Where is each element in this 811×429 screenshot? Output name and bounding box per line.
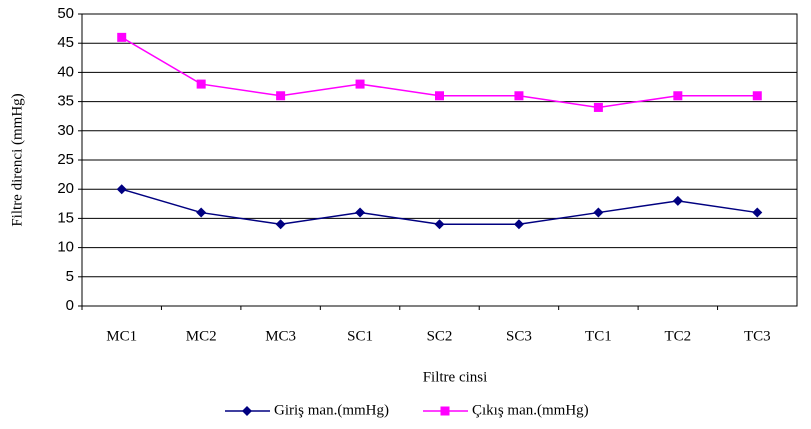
point	[434, 219, 445, 230]
legend-marker	[440, 406, 450, 416]
point	[673, 91, 683, 101]
legend-marker	[242, 406, 252, 416]
y-tick-label: 35	[57, 93, 74, 110]
x-tick-label: TC3	[744, 328, 771, 344]
point	[752, 207, 763, 218]
point	[276, 91, 286, 101]
y-axis-label: Filtre direnci (mmHg)	[9, 93, 25, 226]
y-tick-label: 20	[57, 180, 74, 197]
point	[593, 207, 604, 218]
y-tick-label: 10	[57, 239, 74, 256]
x-tick-label: SC2	[427, 328, 453, 344]
point	[514, 91, 524, 101]
point	[196, 79, 206, 89]
x-axis-label: Filtre cinsi	[423, 369, 488, 385]
legend-label: Çıkış man.(mmHg)	[472, 402, 589, 418]
point	[275, 219, 286, 230]
y-tick-label: 50	[57, 5, 74, 22]
y-tick-label: 45	[57, 34, 74, 51]
plot-frame	[81, 13, 798, 307]
y-tick-label: 5	[66, 268, 74, 285]
series-line	[121, 188, 758, 225]
x-tick-label: TC2	[664, 328, 691, 344]
x-tick-label: TC1	[585, 328, 612, 344]
y-tick-label: 0	[66, 297, 74, 314]
point	[196, 207, 207, 218]
point	[355, 207, 366, 218]
y-tick-label: 30	[57, 122, 74, 139]
x-tick-label: SC1	[347, 328, 373, 344]
point	[117, 32, 127, 42]
point	[355, 79, 365, 89]
y-tick-label: 15	[57, 209, 74, 226]
point	[752, 91, 762, 101]
point	[116, 184, 127, 195]
point	[593, 102, 603, 112]
point	[672, 195, 683, 206]
x-tick-label: MC3	[265, 328, 296, 344]
point	[513, 219, 524, 230]
y-tick-label: 40	[57, 63, 74, 80]
x-tick-label: SC3	[506, 328, 532, 344]
y-tick-label: 25	[57, 151, 74, 168]
x-tick-label: MC1	[106, 328, 137, 344]
point	[435, 91, 444, 101]
legend-label: Giriş man.(mmHg)	[274, 402, 389, 418]
x-tick-label: MC2	[186, 328, 217, 344]
